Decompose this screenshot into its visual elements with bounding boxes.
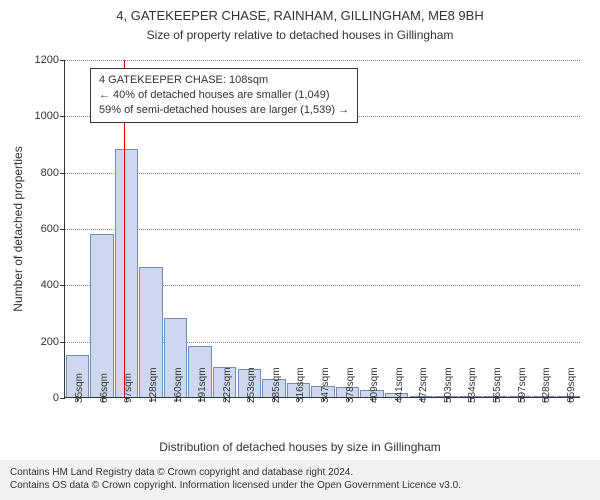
gridline — [65, 60, 580, 61]
gridline — [65, 173, 580, 174]
xtick-label: 35sqm — [74, 373, 85, 403]
gridline — [65, 229, 580, 230]
xtick-label: 565sqm — [492, 367, 503, 403]
footer: Contains HM Land Registry data © Crown c… — [0, 460, 600, 500]
xtick-label: 628sqm — [541, 367, 552, 403]
ytick-label: 400 — [41, 279, 65, 291]
xtick-label: 534sqm — [467, 367, 478, 403]
xtick-label: 409sqm — [369, 367, 380, 403]
xtick-label: 222sqm — [222, 367, 233, 403]
xtick-label: 597sqm — [517, 367, 528, 403]
annotation-line-2: ← 40% of detached houses are smaller (1,… — [99, 88, 349, 103]
ytick-label: 200 — [41, 336, 65, 348]
x-axis-label: Distribution of detached houses by size … — [0, 440, 600, 454]
annotation-box: 4 GATEKEEPER CHASE: 108sqm ← 40% of deta… — [90, 68, 358, 123]
ytick-label: 800 — [41, 167, 65, 179]
title-line-1: 4, GATEKEEPER CHASE, RAINHAM, GILLINGHAM… — [0, 8, 600, 23]
footer-line-2: Contains OS data © Crown copyright. Info… — [10, 479, 590, 492]
ytick-label: 1200 — [35, 54, 65, 66]
xtick-label: 503sqm — [443, 367, 454, 403]
xtick-label: 378sqm — [345, 367, 356, 403]
xtick-label: 472sqm — [418, 367, 429, 403]
ytick-label: 1000 — [35, 110, 65, 122]
xtick-label: 253sqm — [246, 367, 257, 403]
xtick-label: 160sqm — [173, 367, 184, 403]
annotation-line-1: 4 GATEKEEPER CHASE: 108sqm — [99, 73, 349, 88]
ytick-label: 600 — [41, 223, 65, 235]
xtick-label: 347sqm — [320, 367, 331, 403]
y-axis-label: Number of detached properties — [11, 146, 25, 311]
chart-container: 4, GATEKEEPER CHASE, RAINHAM, GILLINGHAM… — [0, 0, 600, 500]
xtick-label: 191sqm — [197, 367, 208, 403]
xtick-label: 441sqm — [394, 367, 405, 403]
xtick-label: 128sqm — [148, 367, 159, 403]
footer-line-1: Contains HM Land Registry data © Crown c… — [10, 466, 590, 479]
xtick-label: 316sqm — [295, 367, 306, 403]
xtick-label: 285sqm — [271, 367, 282, 403]
title-line-2: Size of property relative to detached ho… — [0, 28, 600, 42]
histogram-bar — [115, 149, 138, 397]
xtick-label: 66sqm — [99, 373, 110, 403]
annotation-line-3: 59% of semi-detached houses are larger (… — [99, 103, 349, 118]
xtick-label: 659sqm — [566, 367, 577, 403]
ytick-label: 0 — [53, 392, 65, 404]
